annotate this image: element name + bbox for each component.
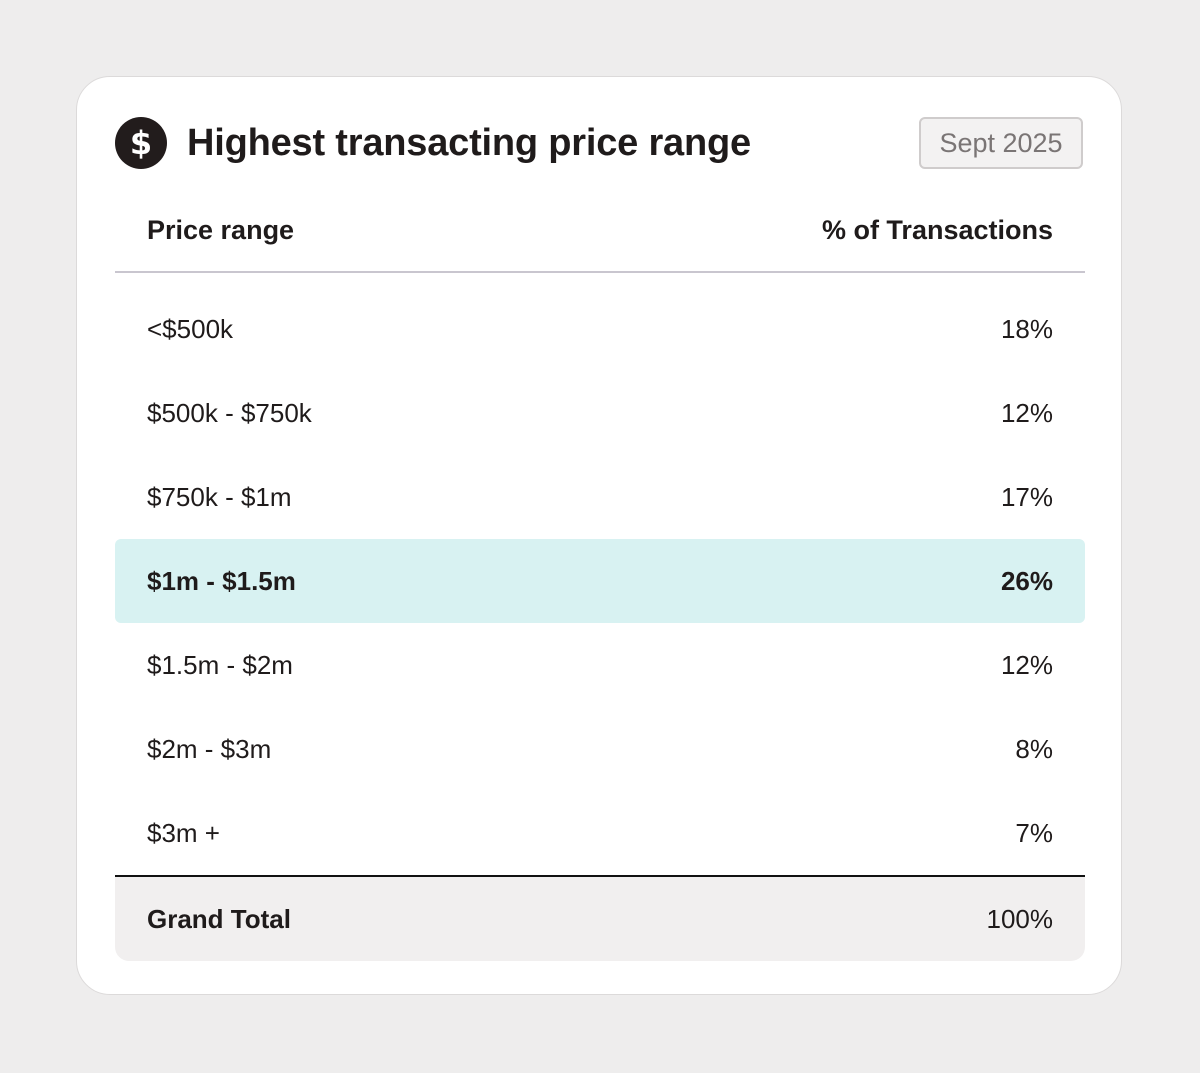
- percent-cell: 8%: [1015, 734, 1053, 764]
- price-range-cell: $2m - $3m: [147, 734, 272, 764]
- grand-total-value: 100%: [986, 904, 1054, 934]
- percent-cell: 12%: [1000, 650, 1053, 680]
- price-range-table: Price range % of Transactions <$500k 18%…: [115, 195, 1085, 961]
- card-header: $ Highest transacting price range Sept 2…: [115, 117, 1083, 169]
- price-range-cell: $1m - $1.5m: [147, 566, 296, 596]
- percent-cell: 7%: [1015, 818, 1053, 848]
- grand-total-label: Grand Total: [147, 904, 291, 934]
- table-row: $750k - $1m 17%: [115, 455, 1085, 539]
- price-range-cell: <$500k: [147, 314, 234, 344]
- card-title: Highest transacting price range: [187, 122, 751, 164]
- percent-cell: 12%: [1000, 398, 1053, 428]
- price-range-cell: $1.5m - $2m: [147, 650, 293, 680]
- column-header-percent-transactions: % of Transactions: [821, 215, 1053, 245]
- price-range-cell: $750k - $1m: [147, 482, 292, 512]
- price-range-cell: $3m +: [147, 818, 220, 848]
- percent-cell: 18%: [1000, 314, 1053, 344]
- percent-cell: 26%: [1000, 566, 1053, 596]
- column-header-price-range: Price range: [147, 215, 295, 245]
- percent-cell: 17%: [1000, 482, 1053, 512]
- table-header: Price range % of Transactions: [115, 195, 1085, 273]
- price-range-cell: $500k - $750k: [147, 398, 312, 428]
- table-row: $3m + 7%: [115, 791, 1085, 875]
- table-row: $1.5m - $2m 12%: [115, 623, 1085, 707]
- table-row: $500k - $750k 12%: [115, 371, 1085, 455]
- table-row: <$500k 18%: [115, 287, 1085, 371]
- grand-total-row: Grand Total 100%: [115, 875, 1085, 961]
- svg-text:$: $: [130, 124, 152, 162]
- price-range-card: $ Highest transacting price range Sept 2…: [76, 76, 1122, 995]
- table-row-highlighted: $1m - $1.5m 26%: [115, 539, 1085, 623]
- table-body: <$500k 18% $500k - $750k 12% $750k - $1m…: [115, 273, 1085, 875]
- dollar-circle-icon: $: [115, 117, 167, 169]
- date-badge[interactable]: Sept 2025: [919, 117, 1083, 169]
- table-row: $2m - $3m 8%: [115, 707, 1085, 791]
